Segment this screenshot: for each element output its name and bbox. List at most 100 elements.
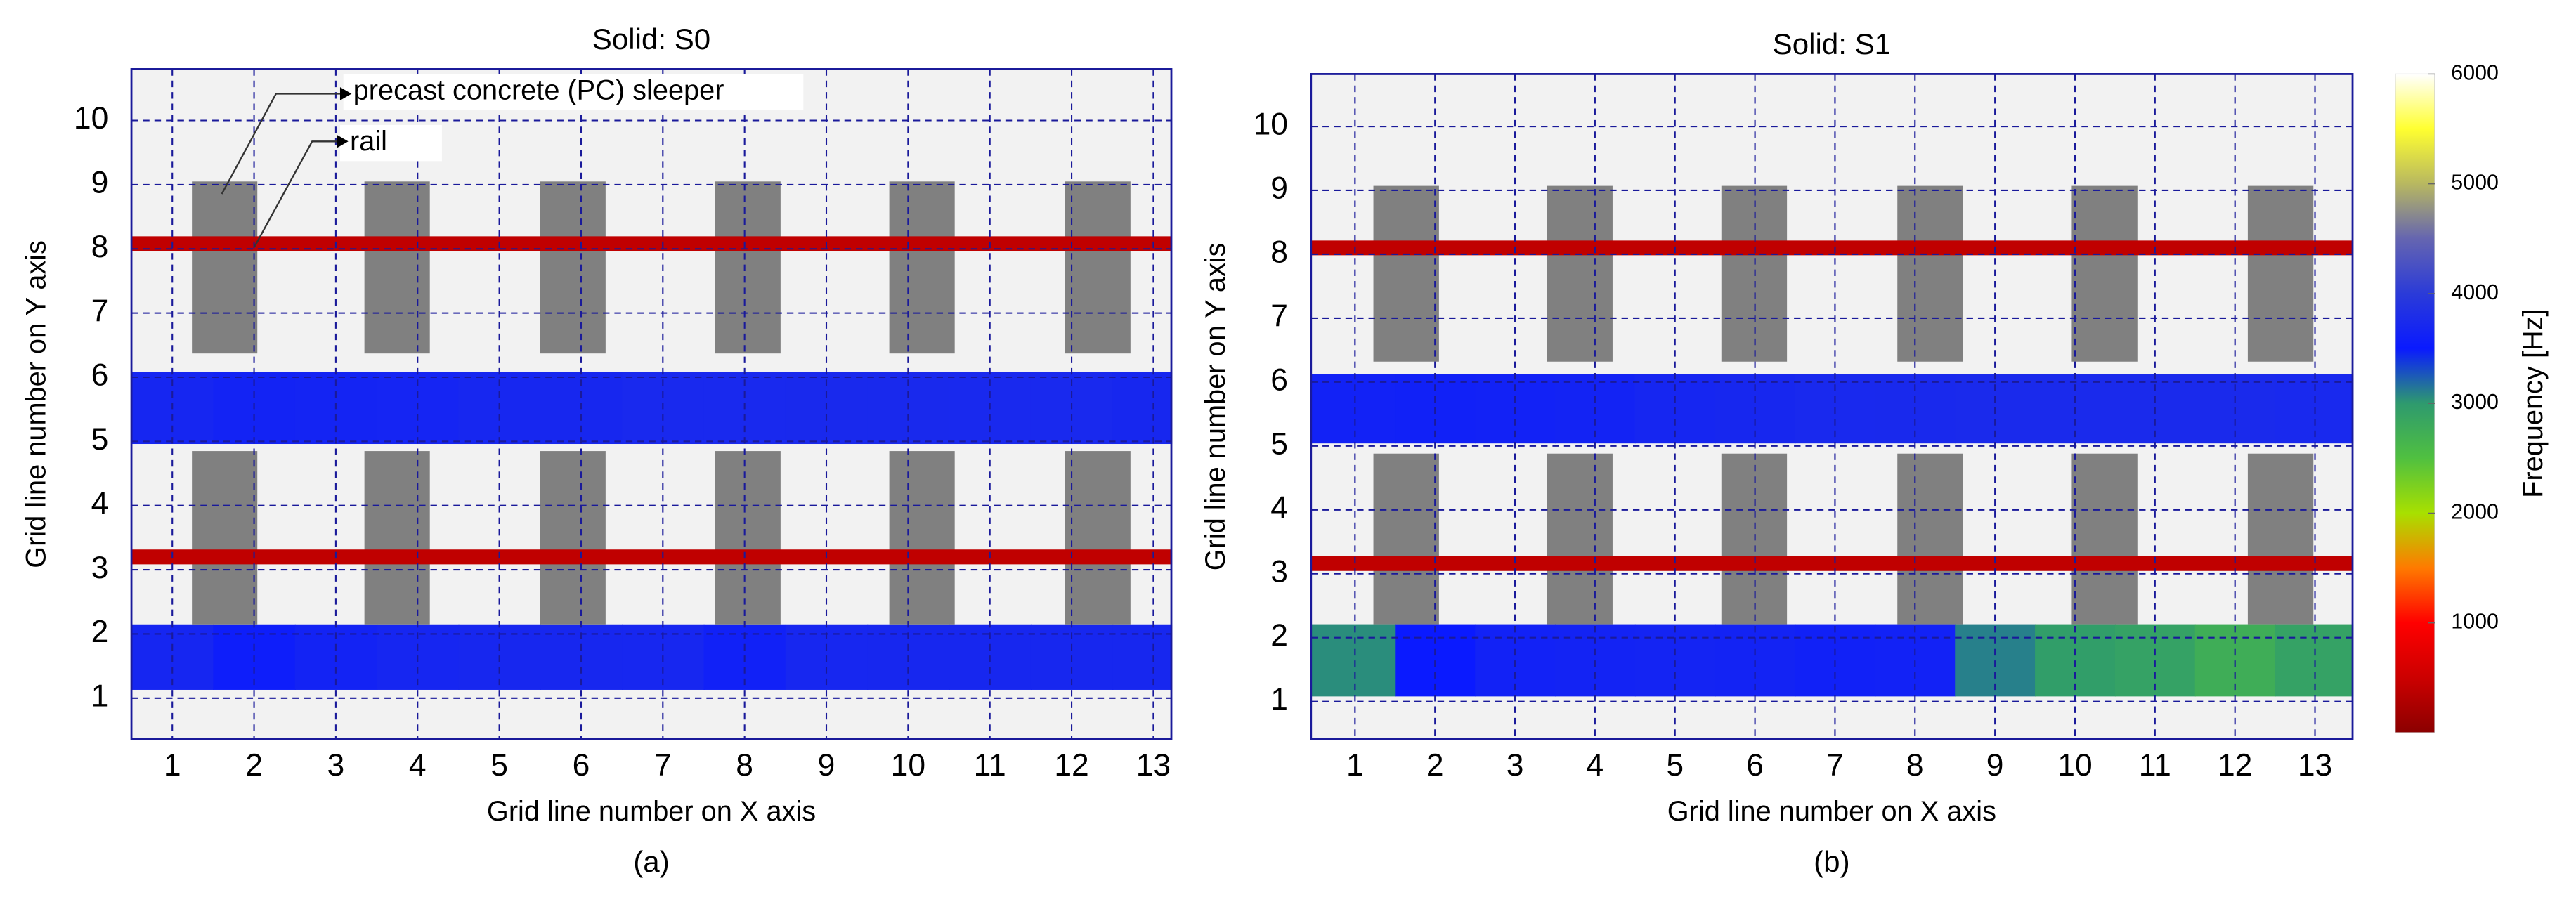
y-tick-label: 5 (91, 422, 109, 457)
x-tick-label: 3 (327, 748, 345, 783)
y-tick-label: 7 (1270, 299, 1288, 334)
annotation-box (339, 124, 442, 162)
x-tick-label: 13 (2298, 748, 2332, 783)
colorbar-tick-label: 4000 (2451, 280, 2499, 304)
y-axis-label: Grid line number on Y axis (20, 240, 51, 568)
sleeper (1897, 185, 1963, 362)
sleeper (715, 451, 781, 625)
frequency-cell (1310, 374, 1396, 444)
sleeper (192, 181, 258, 354)
x-tick-label: 13 (1136, 748, 1171, 783)
sleeper (889, 181, 955, 354)
sleeper (540, 451, 606, 625)
frequency-cell (2275, 374, 2354, 444)
sleeper (2247, 185, 2314, 362)
sleeper (1721, 453, 1788, 625)
x-tick-label: 5 (1666, 748, 1684, 783)
arrow-head (339, 87, 352, 100)
colorbar-tick-label: 2000 (2451, 499, 2499, 523)
x-tick-label: 2 (245, 748, 263, 783)
annotation-arrow (254, 140, 337, 247)
sleeper (1547, 185, 1613, 362)
y-tick-label: 6 (91, 358, 109, 393)
x-tick-label: 8 (1906, 748, 1924, 783)
frequency-cell (1112, 624, 1173, 690)
sleeper (540, 181, 606, 354)
frequency-cell (1310, 624, 1396, 697)
annotation-arrow (221, 93, 340, 195)
y-tick-label: 9 (91, 166, 109, 200)
y-tick-label: 4 (91, 486, 109, 521)
x-tick-label: 11 (2139, 748, 2171, 783)
y-tick-label: 2 (91, 615, 109, 649)
sleeper (1373, 453, 1439, 625)
colorbar-tick-label: 3000 (2451, 390, 2499, 414)
x-tick-label: 10 (891, 748, 925, 783)
x-tick-label: 12 (2218, 748, 2252, 783)
sleeper (1721, 185, 1788, 362)
sleeper (2247, 453, 2314, 625)
x-tick-label: 1 (164, 748, 181, 783)
x-tick-label: 2 (1426, 748, 1444, 783)
y-tick-label: 10 (1254, 107, 1288, 142)
sleeper (1897, 453, 1963, 625)
x-tick-label: 6 (1746, 748, 1764, 783)
sleeper (364, 181, 430, 354)
x-tick-label: 6 (573, 748, 590, 783)
y-tick-label: 3 (1270, 554, 1288, 589)
sleeper (1373, 185, 1439, 362)
y-axis-label: Grid line number on Y axis (1200, 242, 1231, 570)
sleeper (2071, 185, 2138, 362)
y-tick-label: 9 (1270, 171, 1288, 206)
x-tick-label: 4 (409, 748, 427, 783)
x-tick-label: 4 (1587, 748, 1604, 783)
chart-title: Solid: S0 (592, 22, 710, 55)
frequency-cell (1112, 372, 1173, 445)
x-tick-label: 8 (736, 748, 753, 783)
panel-caption: (a) (633, 845, 669, 878)
sleeper (1065, 451, 1131, 625)
y-tick-label: 3 (91, 551, 109, 585)
x-tick-label: 1 (1346, 748, 1364, 783)
plot-frame (1310, 73, 2354, 740)
sleeper (1547, 453, 1613, 625)
colorbar-tick-label: 1000 (2451, 610, 2499, 634)
sleeper (715, 181, 781, 354)
x-tick-label: 5 (490, 748, 508, 783)
sleeper (889, 451, 955, 625)
colorbar-tick-label: 5000 (2451, 171, 2499, 195)
sleeper (192, 451, 258, 625)
plot-frame (130, 68, 1173, 740)
y-tick-label: 6 (1270, 363, 1288, 398)
x-tick-label: 11 (974, 748, 1006, 783)
x-tick-label: 12 (1054, 748, 1088, 783)
y-tick-label: 10 (74, 101, 108, 136)
x-axis-label: Grid line number on X axis (1667, 796, 1996, 827)
x-tick-label: 9 (1986, 748, 2004, 783)
sleeper (2071, 453, 2138, 625)
chart-title: Solid: S1 (1773, 27, 1891, 60)
annotation-text: precast concrete (PC) sleeper (353, 75, 724, 106)
x-axis-label: Grid line number on X axis (487, 796, 816, 827)
y-tick-label: 1 (1270, 682, 1288, 717)
y-tick-label: 8 (91, 230, 109, 264)
colorbar-tick-label: 6000 (2451, 60, 2499, 84)
colorbar-label: Frequency [Hz] (2518, 308, 2549, 497)
sleeper (1065, 181, 1131, 354)
sleeper (364, 451, 430, 625)
arrow-head (337, 134, 349, 148)
frequency-cell (2275, 624, 2354, 697)
x-tick-label: 9 (818, 748, 835, 783)
x-tick-label: 3 (1507, 748, 1524, 783)
x-tick-label: 10 (2057, 748, 2092, 783)
panel-caption: (b) (1814, 845, 1849, 878)
y-tick-label: 7 (91, 294, 109, 328)
y-tick-label: 4 (1270, 491, 1288, 525)
y-tick-label: 1 (91, 679, 109, 714)
x-tick-label: 7 (1826, 748, 1844, 783)
y-tick-label: 2 (1270, 618, 1288, 653)
y-tick-label: 8 (1270, 235, 1288, 270)
annotation-text: rail (350, 126, 387, 157)
x-tick-label: 7 (654, 748, 672, 783)
